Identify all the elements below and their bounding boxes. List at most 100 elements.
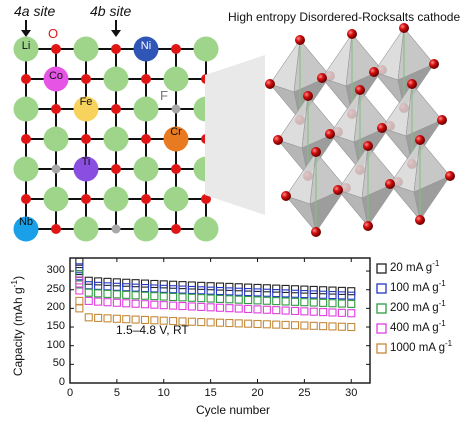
data-point [187, 281, 196, 290]
data-point [234, 319, 243, 328]
data-point [75, 276, 84, 285]
data-point [253, 283, 262, 292]
cation-site [43, 186, 69, 212]
x-tick-label: 30 [345, 387, 358, 399]
data-point [290, 306, 300, 315]
data-point [225, 282, 234, 291]
data-point [215, 286, 225, 296]
data-point [122, 315, 131, 324]
data-point [347, 322, 356, 332]
oxygen-anion [111, 104, 121, 114]
atom-label-fe: Fe [79, 96, 93, 108]
data-point [187, 317, 196, 326]
data-point [328, 322, 337, 331]
data-point [169, 280, 178, 289]
data-point [300, 298, 309, 307]
arrowhead-4a [21, 30, 31, 37]
oxygen-anion [81, 74, 91, 84]
data-point [253, 296, 262, 305]
cation-fe [73, 96, 99, 122]
data-point [234, 304, 243, 313]
data-point [309, 321, 318, 330]
data-point [337, 308, 346, 317]
data-point [140, 315, 150, 324]
oxygen-ball [363, 221, 373, 231]
oxygen-anion [21, 134, 31, 144]
oxygen-anion [111, 44, 121, 54]
cation-co [43, 66, 69, 92]
legend-marker [376, 303, 387, 314]
data-point [131, 291, 140, 300]
legend-marker [376, 263, 387, 274]
structure-title: High entropy Disordered-Rocksalts cathod… [228, 10, 461, 24]
data-point [103, 289, 112, 298]
atom-label-li: Li [21, 40, 31, 52]
oxygen-ball [281, 191, 291, 201]
oxygen-anion [201, 194, 211, 204]
data-point [337, 291, 346, 300]
legend-entry-100: 100 mA g-1 [390, 279, 446, 294]
legend-marker [376, 283, 387, 294]
y-tick-label: 150 [46, 320, 65, 333]
data-point [244, 295, 253, 305]
data-point [84, 313, 93, 322]
oxygen-ball [311, 227, 321, 237]
oxygen-anion [141, 134, 151, 144]
oxygen-anion [21, 194, 31, 204]
data-point [328, 308, 337, 317]
data-point [178, 317, 187, 326]
data-point [206, 294, 215, 303]
data-point [178, 301, 187, 311]
data-point [244, 304, 253, 314]
data-point [206, 286, 215, 295]
data-point [187, 293, 196, 302]
octahedra-crystal-structure [205, 23, 455, 237]
oxygen-ball [377, 123, 387, 133]
data-point [290, 297, 300, 306]
cation-li [13, 36, 39, 62]
data-point [122, 290, 131, 299]
cation-site [163, 66, 189, 92]
fluorine-label: F [160, 88, 168, 103]
x-tick-label: 10 [157, 387, 170, 399]
data-point [159, 301, 168, 310]
data-point [309, 307, 318, 316]
data-point [319, 290, 328, 299]
data-point [290, 289, 300, 298]
data-point [300, 285, 309, 294]
data-point [215, 294, 225, 303]
cation-site [103, 126, 129, 152]
data-point [84, 288, 93, 297]
data-point [140, 300, 150, 309]
data-point [319, 286, 328, 295]
data-point [75, 286, 84, 295]
data-point [150, 316, 159, 325]
data-point [75, 280, 84, 289]
data-point [347, 291, 356, 300]
data-point [197, 281, 206, 290]
oxygen-ball [415, 215, 425, 225]
oxygen-ball [437, 115, 447, 125]
y-tick-label: 100 [46, 338, 65, 351]
oxygen-ball [399, 23, 409, 33]
plot-frame [69, 257, 371, 384]
legend-entry-400: 400 mA g-1 [390, 319, 446, 334]
cation-site [163, 186, 189, 212]
data-point [75, 296, 84, 305]
condition-annotation: 1.5–4.8 V, RT [116, 323, 189, 337]
data-point [328, 299, 337, 308]
data-point [244, 283, 253, 292]
atom-label-co: Co [48, 70, 64, 82]
data-point [159, 284, 168, 293]
oxygen-anion [51, 104, 61, 114]
data-point [75, 269, 84, 279]
site-4b-label: 4b site [90, 3, 132, 19]
data-point [94, 297, 103, 306]
data-point [140, 284, 150, 293]
atom-label-cr: Cr [170, 126, 182, 138]
oxygen-anion [171, 44, 181, 54]
oxygen-ball [347, 29, 357, 39]
data-point [253, 319, 262, 329]
data-point [159, 292, 168, 301]
